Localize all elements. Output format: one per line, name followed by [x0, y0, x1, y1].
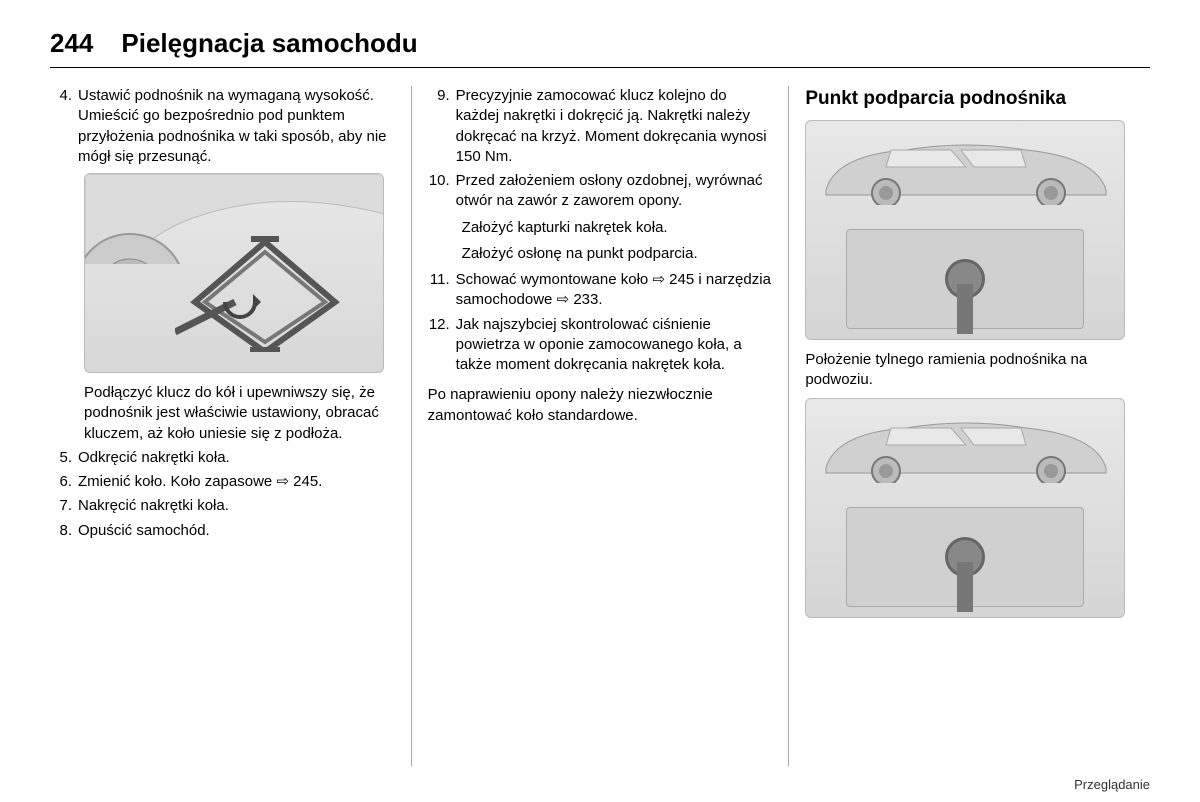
- final-paragraph: Po naprawieniu opony należy niezwłocznie…: [428, 385, 773, 426]
- item-text: Zmienić koło. Koło zapasowe ⇨ 245.: [78, 472, 395, 492]
- text-part: Schować wymontowane koło: [456, 271, 653, 288]
- text-part: .: [598, 291, 602, 308]
- list-item-6: 6. Zmienić koło. Koło zapasowe ⇨ 245.: [50, 472, 395, 492]
- list-item-8: 8. Opuścić samochód.: [50, 521, 395, 541]
- footer-label: Przeglądanie: [1074, 777, 1150, 792]
- cross-ref: ⇨ 233: [557, 291, 599, 308]
- car-side-icon: [816, 413, 1116, 483]
- item-text: Przed założeniem osłony ozdobnej, wyrówn…: [456, 171, 773, 212]
- jack-post-icon: [957, 284, 973, 334]
- page-number: 244: [50, 28, 93, 59]
- text-part: .: [318, 473, 322, 490]
- item-number: 6.: [50, 472, 78, 492]
- list-item-10: 10. Przed założeniem osłony ozdobnej, wy…: [428, 171, 773, 212]
- jack-detail-icon: [846, 229, 1084, 329]
- column-2: 9. Precyzyjnie zamocować klucz kolejno d…: [411, 86, 790, 766]
- column-1: 4. Ustawić podnośnik na wymaganą wysokoś…: [50, 86, 411, 766]
- item-text: Odkręcić nakrętki koła.: [78, 448, 395, 468]
- item-number: 11.: [428, 270, 456, 311]
- wheel-fender-icon: [85, 174, 384, 264]
- list-item-11: 11. Schować wymontowane koło ⇨ 245 i nar…: [428, 270, 773, 311]
- item-text: Nakręcić nakrętki koła.: [78, 496, 395, 516]
- page-header: 244 Pielęgnacja samochodu: [50, 28, 1150, 68]
- column-3: Punkt podparcia podnośnika Położenie tyl…: [789, 86, 1150, 766]
- section-title: Punkt podparcia podnośnika: [805, 86, 1150, 112]
- instruction-list-1: 4. Ustawić podnośnik na wymaganą wysokoś…: [50, 86, 395, 167]
- cross-ref: ⇨ 245: [276, 473, 318, 490]
- item-number: 7.: [50, 496, 78, 516]
- item-text: Schować wymontowane koło ⇨ 245 i narzędz…: [456, 270, 773, 311]
- text-part: Zmienić koło. Koło zapasowe: [78, 473, 276, 490]
- item10-p3: Założyć osłonę na punkt podparcia.: [462, 244, 773, 264]
- figure-jack-point-rear: [805, 120, 1125, 340]
- item-number: 10.: [428, 171, 456, 212]
- jack-post-icon: [957, 562, 973, 612]
- item-number: 4.: [50, 86, 78, 167]
- page-title: Pielęgnacja samochodu: [121, 28, 417, 59]
- instruction-list-2: 9. Precyzyjnie zamocować klucz kolejno d…: [428, 86, 773, 212]
- item-number: 8.: [50, 521, 78, 541]
- item-text: Ustawić podnośnik na wymaganą wysokość. …: [78, 86, 395, 167]
- item-text: Opuścić samochód.: [78, 521, 395, 541]
- figure-caption: Położenie tylnego ramienia podnośnika na…: [805, 350, 1150, 391]
- item-text: Precyzyjnie zamocować klucz kolejno do k…: [456, 86, 773, 167]
- figure-scissor-jack: [84, 173, 384, 373]
- jack-detail-icon: [846, 507, 1084, 607]
- item4-continuation: Podłączyć klucz do kół i upewniwszy się,…: [84, 383, 395, 444]
- instruction-list-1b: 5. Odkręcić nakrętki koła. 6. Zmienić ko…: [50, 448, 395, 541]
- item-text: Jak najszybciej skontrolować ciśnienie p…: [456, 315, 773, 376]
- item10-p2: Założyć kapturki nakrętek koła.: [462, 218, 773, 238]
- content-columns: 4. Ustawić podnośnik na wymaganą wysokoś…: [50, 86, 1150, 766]
- instruction-list-2b: 11. Schować wymontowane koło ⇨ 245 i nar…: [428, 270, 773, 375]
- list-item-4: 4. Ustawić podnośnik na wymaganą wysokoś…: [50, 86, 395, 167]
- item-number: 5.: [50, 448, 78, 468]
- cross-ref: ⇨ 245: [652, 271, 694, 288]
- figure-jack-point-front: [805, 398, 1125, 618]
- list-item-7: 7. Nakręcić nakrętki koła.: [50, 496, 395, 516]
- item-number: 9.: [428, 86, 456, 167]
- list-item-9: 9. Precyzyjnie zamocować klucz kolejno d…: [428, 86, 773, 167]
- item-number: 12.: [428, 315, 456, 376]
- car-side-icon: [816, 135, 1116, 205]
- list-item-5: 5. Odkręcić nakrętki koła.: [50, 448, 395, 468]
- list-item-12: 12. Jak najszybciej skontrolować ciśnien…: [428, 315, 773, 376]
- manual-page: 244 Pielęgnacja samochodu 4. Ustawić pod…: [0, 0, 1200, 802]
